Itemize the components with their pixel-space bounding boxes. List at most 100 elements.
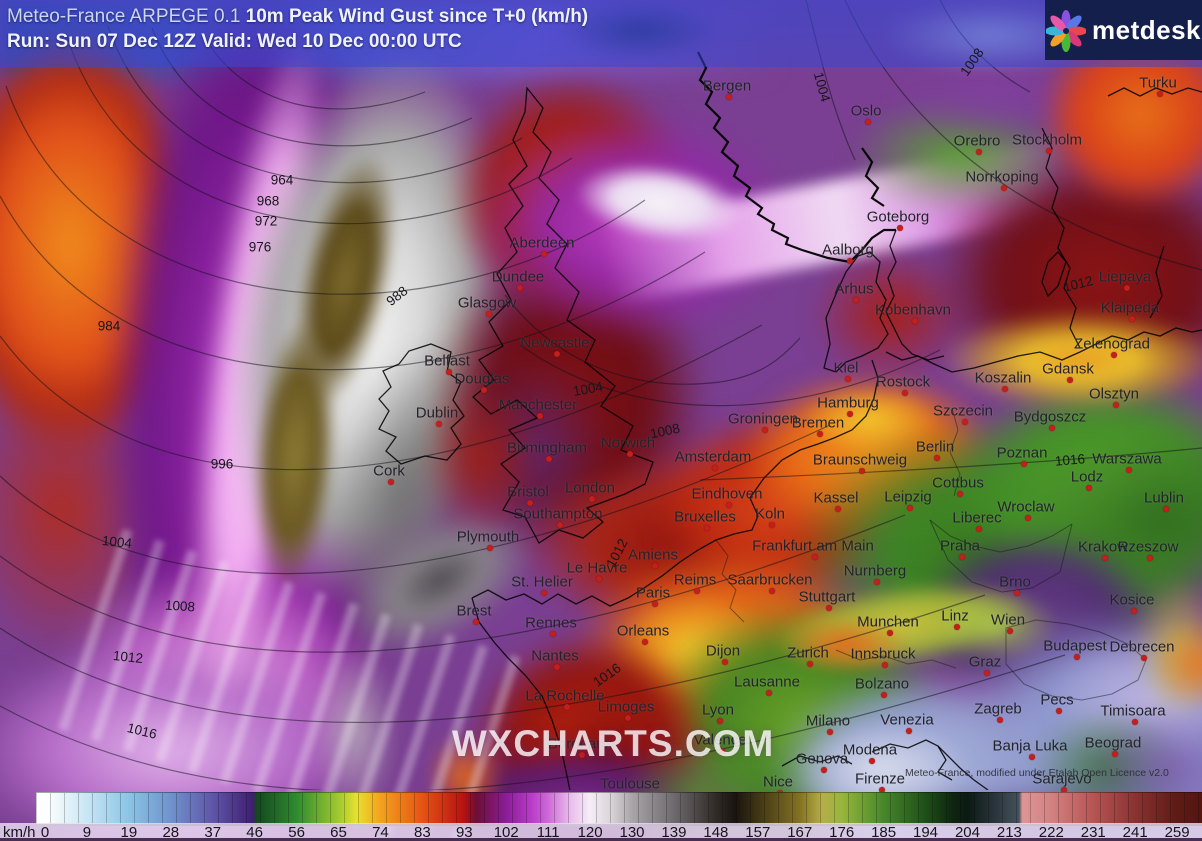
city-dot <box>554 351 560 357</box>
city-label: Leipzig <box>884 488 932 506</box>
city-label: Rostock <box>875 373 931 391</box>
city-label: Milano <box>805 712 851 730</box>
wind-gust-colorbar <box>36 792 1202 826</box>
city-dot <box>1046 148 1052 154</box>
city-label: Bruxelles <box>674 508 736 526</box>
city-dot <box>1126 467 1132 473</box>
city-label: La Rochelle <box>525 687 605 705</box>
city-dot <box>1147 555 1153 561</box>
metdesk-logo: metdesk <box>1045 0 1202 60</box>
city-dot <box>847 411 853 417</box>
city-label: Praha <box>939 537 981 555</box>
city-dot <box>481 387 487 393</box>
city-dot <box>869 758 875 764</box>
city-label: Saarbrucken <box>727 571 813 589</box>
city-label: Venezia <box>880 711 934 729</box>
city-dot <box>882 662 888 668</box>
city-dot <box>853 297 859 303</box>
city-label: Southampton <box>513 505 603 523</box>
city-dot <box>694 588 700 594</box>
city-label: Poznan <box>996 444 1048 462</box>
city-label: Dublin <box>415 404 459 422</box>
city-dot <box>881 692 887 698</box>
city-label: London <box>564 479 616 497</box>
city-label: Munchen <box>857 613 919 631</box>
city-label: Kiel <box>833 359 859 377</box>
city-label: Hamburg <box>817 394 879 412</box>
city-label: Innsbruck <box>850 645 916 663</box>
metdesk-wordmark: metdesk <box>1092 14 1201 45</box>
city-dot <box>957 491 963 497</box>
city-dot <box>934 455 940 461</box>
city-label: Douglas <box>454 370 510 388</box>
city-label: Liepaya <box>1098 268 1152 286</box>
city-label: Manchester <box>498 396 578 414</box>
city-dot <box>762 427 768 433</box>
city-label: Wien <box>990 611 1026 629</box>
colorbar-segments <box>36 793 1202 824</box>
city-label: Lublin <box>1143 489 1185 507</box>
model-name: Meteo-France ARPEGE 0.1 <box>7 6 241 27</box>
city-dot <box>976 526 982 532</box>
city-dot <box>487 545 493 551</box>
city-label: Limoges <box>597 698 655 716</box>
city-dot <box>1129 316 1135 322</box>
city-label: Bolzano <box>854 675 910 693</box>
city-label: Aberdeen <box>509 234 575 252</box>
city-dot <box>550 631 556 637</box>
license-text: Meteo-France, modified under Etalab Open… <box>905 767 1169 779</box>
city-dot <box>1056 708 1062 714</box>
city-dot <box>807 661 813 667</box>
city-label: Newcastle <box>520 334 590 352</box>
city-dot <box>473 619 479 625</box>
city-label: Modena <box>842 741 898 759</box>
isobar-label: 976 <box>248 239 272 255</box>
city-dot <box>897 225 903 231</box>
city-label: Norrkoping <box>965 168 1039 186</box>
city-dot <box>722 659 728 665</box>
city-label: Koln <box>754 505 786 523</box>
city-label: Bergen <box>702 77 752 95</box>
city-dot <box>652 601 658 607</box>
city-label: Nice <box>762 773 794 791</box>
city-label: Klaipeda <box>1100 299 1160 317</box>
city-dot <box>912 318 918 324</box>
city-label: Lyon <box>702 701 734 719</box>
city-label: Arhus <box>834 280 874 298</box>
city-dot <box>887 630 893 636</box>
city-dot <box>712 465 718 471</box>
city-dot <box>1111 352 1117 358</box>
city-dot <box>769 588 775 594</box>
city-label: Kosice <box>1109 591 1155 609</box>
city-dot <box>1113 402 1119 408</box>
isobar-label: 968 <box>256 193 280 209</box>
city-dot <box>564 704 570 710</box>
city-label: Linz <box>941 607 969 625</box>
city-label: Nurnberg <box>843 562 907 580</box>
city-dot <box>1007 628 1013 634</box>
city-label: Banja Luka <box>992 737 1068 755</box>
city-dot <box>546 456 552 462</box>
city-label: Szczecin <box>932 402 994 420</box>
city-label: Budapest <box>1043 637 1107 655</box>
city-dot <box>902 390 908 396</box>
city-label: Stuttgart <box>798 588 856 606</box>
isobar-label: 984 <box>97 318 121 334</box>
city-dot <box>874 579 880 585</box>
city-dot <box>1025 515 1031 521</box>
city-label: Timisoara <box>1100 702 1166 720</box>
run-valid-line: Run: Sun 07 Dec 12Z Valid: Wed 10 Dec 00… <box>7 31 462 52</box>
city-dot <box>954 624 960 630</box>
city-dot <box>1029 754 1035 760</box>
city-label: Braunschweig <box>812 451 908 469</box>
city-label: Bydgoszcz <box>1013 408 1087 426</box>
chart-header: Meteo-France ARPEGE 0.1 10m Peak Wind Gu… <box>7 4 588 54</box>
city-dot <box>642 639 648 645</box>
city-label: Amiens <box>627 546 679 564</box>
city-label: Turku <box>1139 74 1177 92</box>
city-label: Dundee <box>491 268 545 286</box>
city-dot <box>1163 506 1169 512</box>
city-label: Berlin <box>915 438 955 456</box>
city-dot <box>557 522 563 528</box>
city-dot <box>817 431 823 437</box>
